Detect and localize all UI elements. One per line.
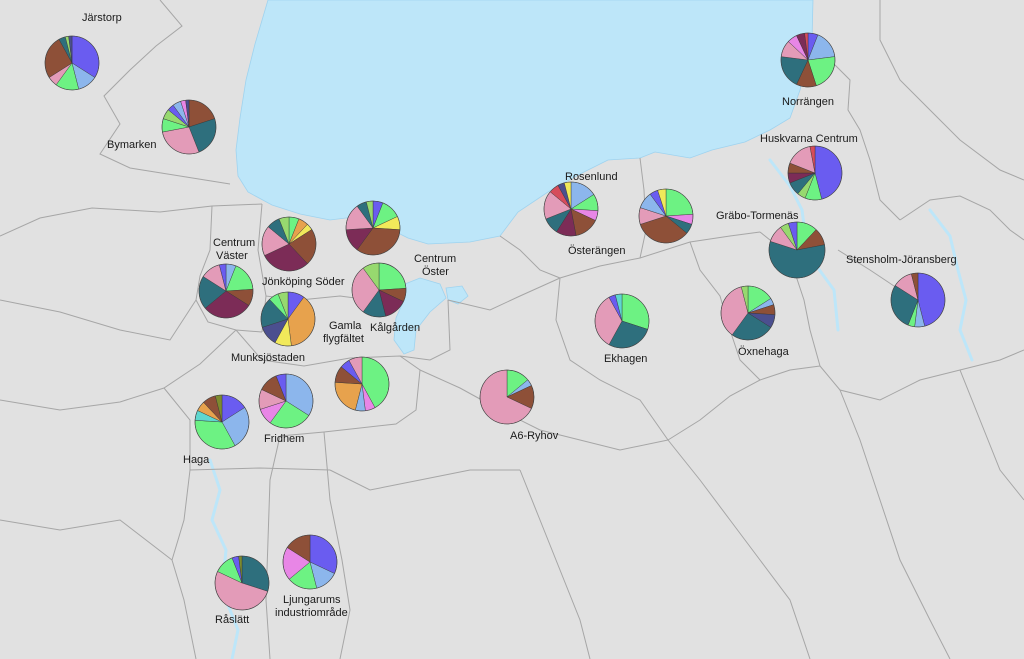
pie-outline-jonkoping-soder-pie: [261, 216, 317, 272]
pie-outline-stensholm: [890, 272, 946, 328]
river-south: [208, 458, 240, 659]
pie-norrangen: [780, 32, 836, 88]
pie-outline-norrangen: [780, 32, 836, 88]
pie-rosenlund: [543, 181, 599, 237]
pie-raslatt: [214, 555, 270, 611]
river-east: [928, 208, 974, 362]
pie-centrum-oster-pie: [345, 200, 401, 256]
pie-outline-oxnehaga: [720, 285, 776, 341]
lake-small: [445, 285, 469, 305]
pie-oxnehaga: [720, 285, 776, 341]
label-centrum-vaster-2: Väster: [216, 250, 248, 262]
pie-layer: [44, 32, 946, 611]
pie-jonkoping-soder-pie: [261, 216, 317, 272]
label-centrum-vaster-1: Centrum: [213, 237, 255, 249]
label-ljungarum-2: industriområde: [275, 607, 348, 619]
label-jonkoping-soder: Jönköping Söder: [262, 276, 345, 288]
label-osterangen: Österängen: [568, 245, 625, 257]
label-stensholm: Stensholm-Jöransberg: [846, 254, 957, 266]
pie-bymarken: [161, 99, 217, 155]
label-kalgarden: Kålgården: [370, 322, 420, 334]
pie-outline-osterangen: [638, 188, 694, 244]
pie-ljungarum: [282, 534, 338, 590]
pie-jarstorp: [44, 35, 100, 91]
pie-gamla-flygfaltet: [334, 356, 390, 412]
pie-grabo-tormenas: [768, 221, 826, 279]
pie-outline-gamla-flygfaltet: [334, 356, 390, 412]
pie-osterangen: [638, 188, 694, 244]
label-grabo-tormenas: Gräbo-Tormenäs: [716, 210, 799, 222]
pie-outline-ljungarum: [282, 534, 338, 590]
label-gamla-flygfaltet-2: flygfältet: [323, 333, 364, 345]
pie-outline-jarstorp: [44, 35, 100, 91]
label-a6-ryhov: A6-Ryhov: [510, 430, 559, 442]
pie-outline-haga: [194, 394, 250, 450]
label-ekhagen: Ekhagen: [604, 353, 647, 365]
pie-outline-centrum-oster-pie: [345, 200, 401, 256]
label-centrum-oster-1: Centrum: [414, 253, 456, 265]
pie-kalgarden: [351, 262, 407, 318]
label-rosenlund: Rosenlund: [565, 171, 618, 183]
pie-outline-bymarken: [161, 99, 217, 155]
label-munksjostaden: Munksjöstaden: [231, 352, 305, 364]
pie-outline-grabo-tormenas: [768, 221, 826, 279]
pie-stensholm: [890, 272, 946, 328]
label-centrum-oster-2: Öster: [422, 266, 449, 278]
label-oxnehaga: Öxnehaga: [738, 346, 790, 358]
label-ljungarum-1: Ljungarums: [283, 594, 341, 606]
label-raslatt: Råslätt: [215, 614, 249, 626]
lake-munksjon: [393, 277, 447, 355]
label-bymarken: Bymarken: [107, 139, 157, 151]
label-haga: Haga: [183, 454, 210, 466]
label-huskvarna-centrum: Huskvarna Centrum: [760, 133, 858, 145]
label-layer: Järstorp Bymarken Norrängen Huskvarna Ce…: [82, 12, 957, 626]
label-norrangen: Norrängen: [782, 96, 834, 108]
label-fridhem: Fridhem: [264, 433, 304, 445]
pie-haga: [194, 394, 250, 450]
pie-outline-fridhem: [258, 373, 314, 429]
pie-outline-kalgarden: [351, 262, 407, 318]
pie-ekhagen: [594, 293, 650, 349]
label-jarstorp: Järstorp: [82, 12, 122, 24]
pie-fridhem: [258, 373, 314, 429]
pie-outline-ekhagen: [594, 293, 650, 349]
label-gamla-flygfaltet-1: Gamla: [329, 320, 362, 332]
pie-outline-raslatt: [214, 555, 270, 611]
pie-huskvarna-centrum: [787, 145, 843, 201]
pie-outline-a6-ryhov: [479, 369, 535, 425]
pie-outline-rosenlund: [543, 181, 599, 237]
pie-centrum-vaster: [198, 263, 254, 319]
pie-munksjostaden: [260, 291, 316, 347]
pie-outline-munksjostaden: [260, 291, 316, 347]
pie-outline-huskvarna-centrum: [787, 145, 843, 201]
pie-a6-ryhov: [479, 369, 535, 425]
pie-outline-centrum-vaster: [198, 263, 254, 319]
